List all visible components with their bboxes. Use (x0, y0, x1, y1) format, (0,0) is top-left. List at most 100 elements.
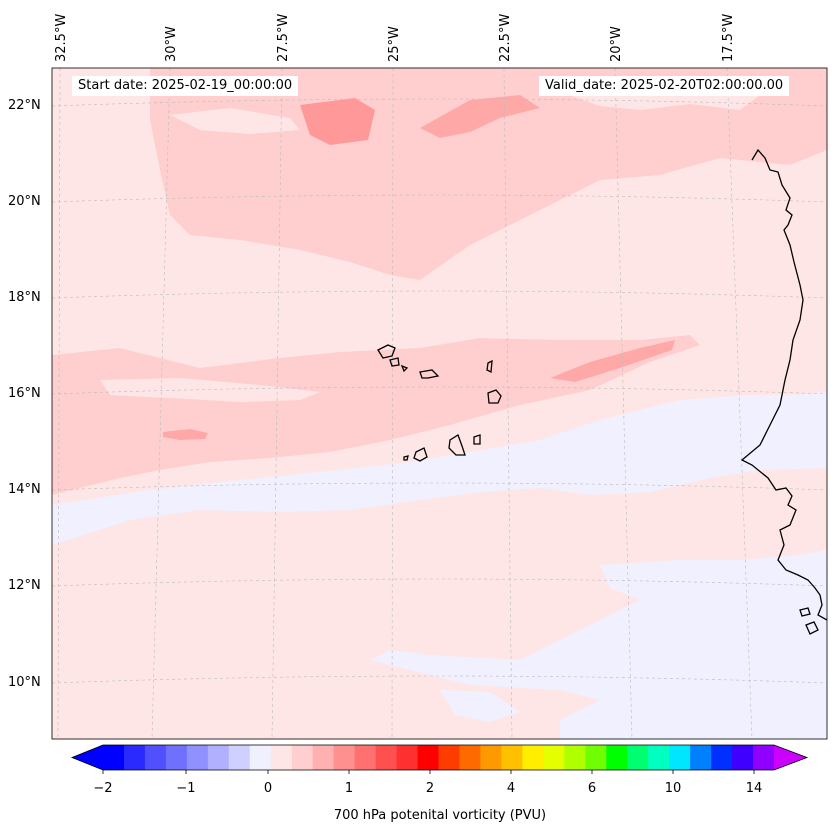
colorbar-segment (291, 745, 314, 770)
parallel-20n (52, 194, 827, 203)
pv-strong-patch-2 (420, 95, 540, 138)
colorbar-segment (228, 745, 251, 770)
parallel-22n (52, 98, 827, 107)
capeverde-brava (403, 455, 409, 461)
colorbar-segment (522, 745, 544, 770)
colorbar-title: 700 hPa potenital vorticity (PVU) (333, 808, 547, 823)
capeverde-boa-vista (487, 389, 502, 404)
pv-strong-band-east (550, 340, 675, 382)
colorbar-tick-label: 6 (587, 781, 597, 796)
pv-field (52, 68, 827, 739)
lon-label-20w: 20°W (609, 26, 624, 62)
parallel-12n (52, 578, 827, 587)
meridian-25w (391, 68, 394, 739)
colorbar-segment (627, 745, 649, 770)
colorbar-segment (249, 745, 272, 770)
colorbar-segment (459, 745, 481, 770)
colorbar-segment (186, 745, 209, 770)
colorbar-segment (375, 745, 398, 770)
colorbar (70, 744, 809, 774)
colorbar-segment (501, 745, 523, 770)
capeverde-santo-antao (377, 344, 396, 359)
colorbar-tick-label: 1 (344, 781, 354, 796)
colorbar-segment (438, 745, 460, 770)
lat-label-14n: 14°N (8, 482, 41, 497)
african-coastline (740, 148, 827, 621)
colorbar-segment (144, 745, 167, 770)
valid-date-label: Valid_date: 2025-02-20T02:00:00.00 (539, 76, 790, 96)
capeverde-santa-luzia (400, 364, 409, 373)
colorbar-segment (354, 745, 377, 770)
colorbar-segment (543, 745, 565, 770)
start-date-label: Start date: 2025-02-19_00:00:00 (72, 76, 299, 96)
colorbar-segment (753, 745, 775, 770)
lon-label-30w: 30°W (164, 26, 179, 62)
colorbar-tick-label: 14 (745, 781, 763, 796)
parallel-10n (52, 675, 827, 684)
colorbar-extend-max (774, 745, 807, 770)
capeverde-sal (486, 359, 493, 374)
capeverde-maio (473, 434, 481, 445)
lat-label-20n: 20°N (8, 194, 41, 209)
lon-label-17-5w: 17.5°W (721, 13, 736, 62)
pv-clear-top-left (170, 108, 300, 134)
meridian-30w (151, 68, 171, 739)
colorbar-segment (333, 745, 356, 770)
pv-strong-band-west (163, 429, 208, 440)
colorbar-segment (648, 745, 670, 770)
colorbar-segment (417, 745, 439, 770)
pv-clear-east (640, 165, 790, 195)
colorbar-segment (480, 745, 502, 770)
pv-negative-mid (52, 392, 827, 545)
colorbar-segment (270, 745, 293, 770)
colorbar-segment (732, 745, 754, 770)
lat-label-18n: 18°N (8, 290, 41, 305)
meridian-20w (614, 68, 633, 739)
colorbar-segment (690, 745, 712, 770)
lat-label-12n: 12°N (8, 578, 41, 593)
colorbar-segment (123, 745, 146, 770)
pv-negative-blob (440, 690, 520, 722)
capeverde-santiago (448, 434, 466, 456)
coastlines (377, 148, 827, 635)
bissagos-islands (799, 607, 819, 635)
lat-label-10n: 10°N (8, 675, 41, 690)
capeverde-sao-vicente (389, 357, 400, 367)
colorbar-segment (585, 745, 607, 770)
pv-clear-middle (100, 378, 320, 402)
colorbar-segment (669, 745, 691, 770)
colorbar-tick-label: 10 (664, 781, 682, 796)
colorbar-extend-min (72, 745, 103, 770)
colorbar-segment (103, 745, 125, 770)
graticule (52, 68, 827, 739)
colorbar-segment (564, 745, 586, 770)
lat-label-16n: 16°N (8, 386, 41, 401)
lat-label-22n: 22°N (8, 98, 41, 113)
meridian-22-5w (503, 68, 513, 739)
parallel-16n (52, 386, 827, 395)
colorbar-segment (312, 745, 335, 770)
parallel-14n (52, 482, 827, 491)
colorbar-segment (711, 745, 733, 770)
lon-label-32-5w: 32.5°W (54, 13, 69, 62)
colorbar-tick-label: −1 (176, 781, 196, 796)
capeverde-fogo (413, 447, 428, 462)
meridian-32-5w (57, 68, 61, 739)
colorbar-tick-label: −2 (93, 781, 113, 796)
lon-label-27-5w: 27.5°W (276, 13, 291, 62)
colorbar-segment (396, 745, 419, 770)
pv-strong-patch-1 (300, 98, 375, 145)
colorbar-segment (606, 745, 628, 770)
colorbar-tick-label: 4 (506, 781, 516, 796)
colorbar-segment (207, 745, 230, 770)
pv-band-middle (52, 335, 700, 495)
meridian-17-5w (726, 68, 753, 739)
colorbar-tick-label: 0 (263, 781, 273, 796)
lon-label-22-5w: 22.5°W (498, 13, 513, 62)
pv-negative-south (370, 550, 827, 739)
colorbar-tick-label: 2 (425, 781, 435, 796)
colorbar-segment (165, 745, 188, 770)
lon-label-25w: 25°W (387, 26, 402, 62)
